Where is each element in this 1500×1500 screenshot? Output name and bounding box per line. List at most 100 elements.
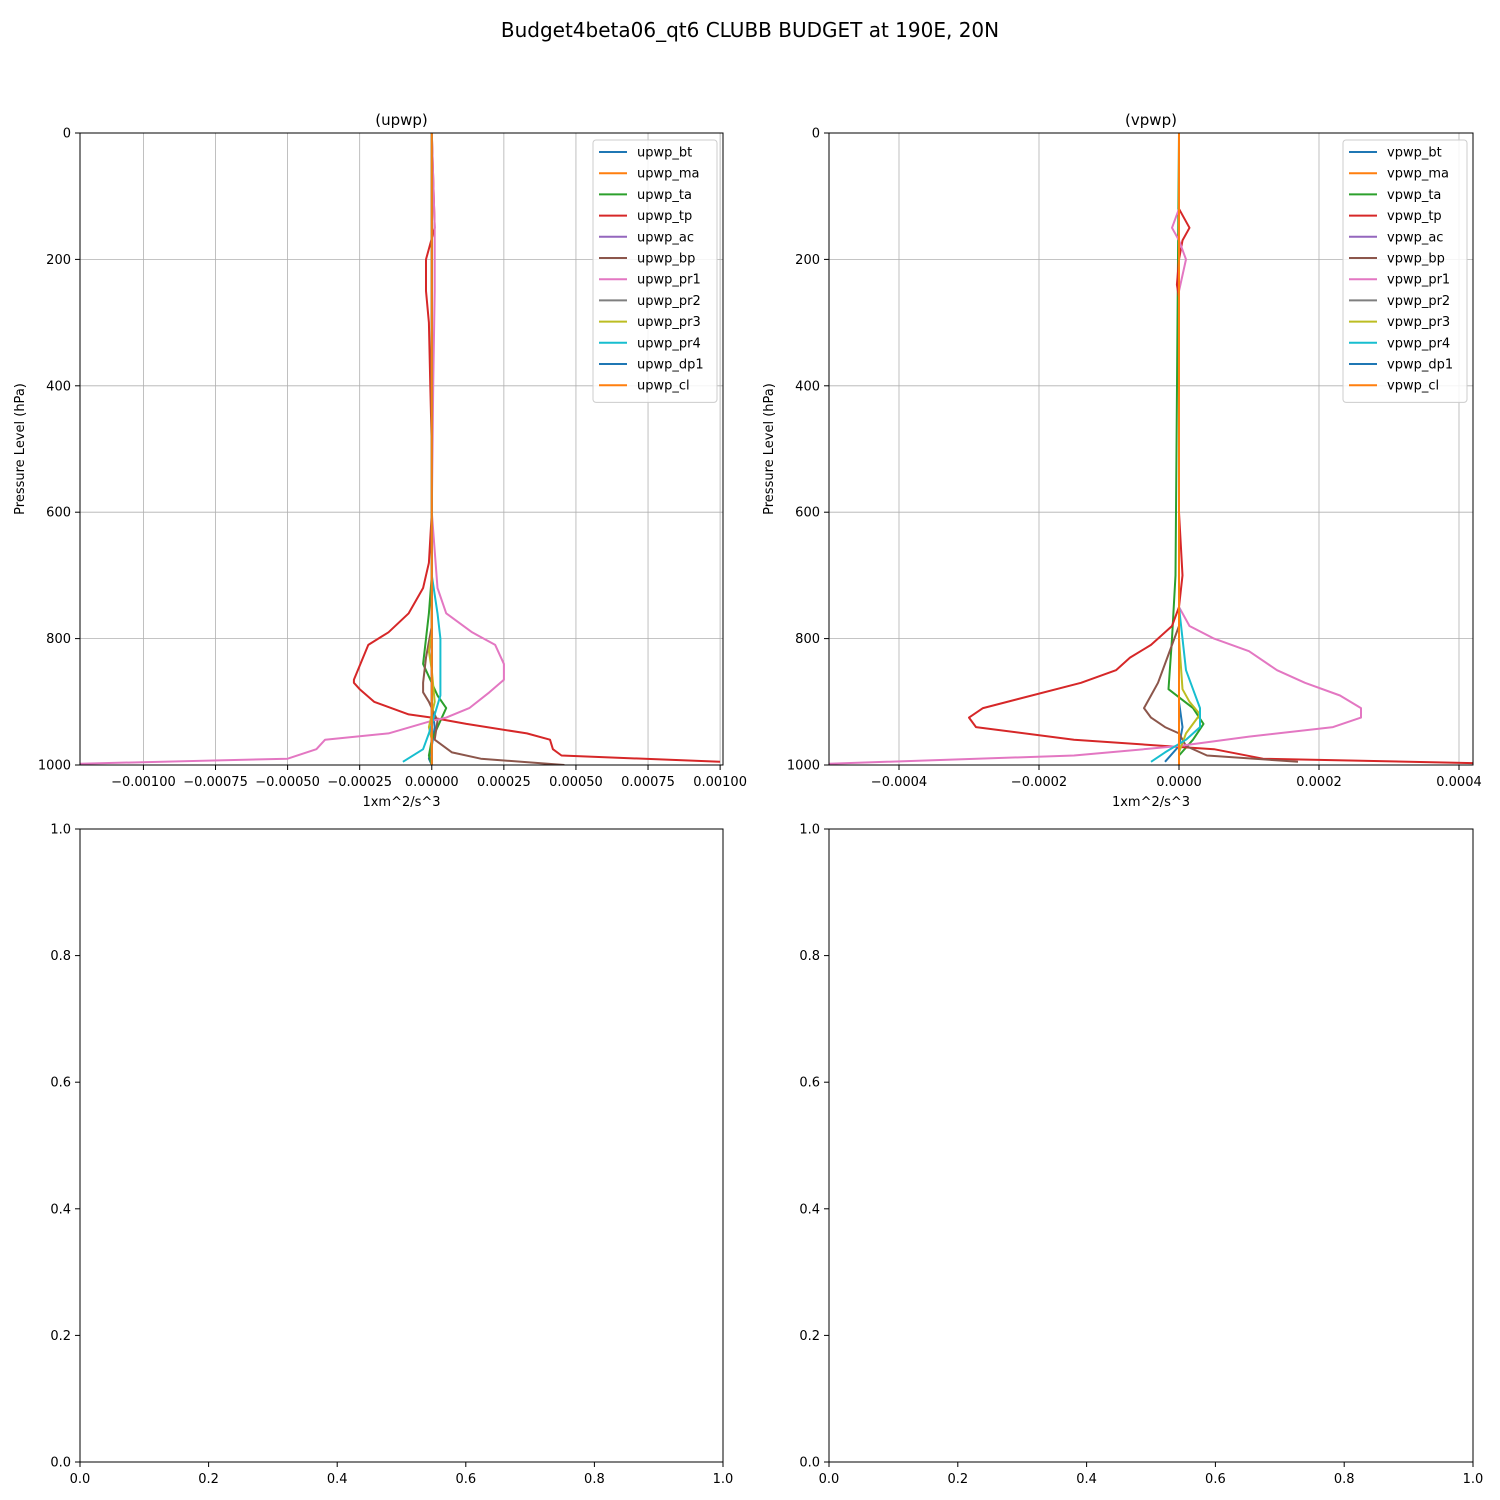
y-tick-label: 0.8 (50, 949, 71, 964)
legend-label-upwp_pr3: upwp_pr3 (637, 315, 701, 330)
x-tick-label: 0.0000 (1156, 775, 1202, 790)
series-line-vpwp_ta (1167, 133, 1205, 757)
legend: upwp_bt upwp_ma upwp_ta upwp_tp upwp_ac upwp_… (592, 139, 718, 403)
y-tick-label: 600 (795, 506, 820, 521)
series-line-upwp_pr1 (80, 133, 505, 765)
legend-label-upwp_cl: upwp_cl (637, 379, 690, 394)
panel-2: −0.0004 −0.0002 0.0000 0.0002 0.0004 0 200 400 6… (762, 111, 1482, 810)
y-tick-label: 600 (46, 506, 71, 521)
series-line-vpwp_tp (968, 133, 1473, 765)
series-group (829, 133, 1473, 765)
x-tick-label: −0.00075 (183, 775, 248, 790)
y-tick-label: 0.6 (50, 1076, 71, 1091)
y-tick-label: 400 (795, 379, 820, 394)
legend-label-vpwp_bt: vpwp_bt (1387, 146, 1442, 161)
x-axis-label: 1xm^2/s^3 (1112, 795, 1190, 810)
axes-frame (828, 828, 1474, 1463)
x-tick-label: 1.0 (1463, 1472, 1484, 1487)
x-tick-label: −0.00025 (327, 775, 392, 790)
legend-label-upwp_bp: upwp_bp (637, 252, 695, 267)
x-tick-label: 0.0004 (1436, 775, 1482, 790)
y-tick-label: 0.8 (799, 949, 820, 964)
x-tick-label: 0.8 (1334, 1472, 1355, 1487)
legend-label-upwp_bt: upwp_bt (637, 146, 692, 161)
x-tick-label: 0.6 (1205, 1472, 1226, 1487)
legend-label-vpwp_bp: vpwp_bp (1387, 252, 1445, 267)
x-tick-label: 0.00075 (621, 775, 675, 790)
x-axis-label: 1xm^2/s^3 (362, 795, 440, 810)
x-tick-label: 0.2 (947, 1472, 968, 1487)
x-tick-label: 0.2 (198, 1472, 219, 1487)
series-line-vpwp_bp (1143, 133, 1299, 763)
figure-suptitle: Budget4beta06_qt6 CLUBB BUDGET at 190E, … (501, 18, 999, 42)
x-tick-label: 0.0 (819, 1472, 840, 1487)
legend-label-upwp_dp1: upwp_dp1 (637, 358, 704, 373)
legend-label-upwp_ma: upwp_ma (637, 167, 700, 182)
y-tick-label: 800 (795, 632, 820, 647)
axes-frame (79, 828, 724, 1463)
y-axis-label: Pressure Level (hPa) (762, 383, 777, 515)
x-tick-label: 0.8 (584, 1472, 605, 1487)
x-tick-label: 0.6 (455, 1472, 476, 1487)
y-tick-label: 0.4 (50, 1202, 71, 1217)
y-tick-label: 200 (795, 253, 820, 268)
y-tick-label: 0.2 (799, 1329, 820, 1344)
legend-label-vpwp_pr1: vpwp_pr1 (1387, 273, 1450, 288)
x-tick-label: −0.0004 (871, 775, 927, 790)
y-axis-label: Pressure Level (hPa) (13, 383, 28, 515)
axes-frame (828, 132, 1474, 766)
y-tick-label: 800 (46, 632, 71, 647)
legend-label-vpwp_ta: vpwp_ta (1387, 188, 1441, 203)
legend-label-upwp_pr2: upwp_pr2 (637, 294, 701, 309)
legend-label-upwp_pr4: upwp_pr4 (637, 336, 701, 351)
legend-label-upwp_tp: upwp_tp (637, 209, 692, 224)
x-tick-label: 0.00025 (477, 775, 531, 790)
x-tick-label: 0.00050 (549, 775, 603, 790)
series-line-upwp_bp (422, 133, 565, 765)
legend-box (592, 139, 718, 403)
legend-box (1342, 139, 1468, 403)
legend: vpwp_bt vpwp_ma vpwp_ta vpwp_tp vpwp_ac vpwp_… (1342, 139, 1468, 403)
x-tick-label: 0.00000 (405, 775, 459, 790)
y-tick-label: 1000 (787, 759, 820, 774)
series-line-vpwp_pr1 (829, 133, 1362, 765)
legend-label-vpwp_tp: vpwp_tp (1387, 209, 1442, 224)
legend-label-vpwp_pr3: vpwp_pr3 (1387, 315, 1450, 330)
x-tick-label: 0.0002 (1296, 775, 1342, 790)
series-line-upwp_pr4 (402, 133, 442, 763)
y-tick-label: 0.0 (50, 1456, 71, 1471)
series-group (80, 133, 721, 765)
x-tick-label: 0.4 (1076, 1472, 1097, 1487)
x-tick-label: −0.0002 (1011, 775, 1067, 790)
legend-label-vpwp_pr4: vpwp_pr4 (1387, 336, 1450, 351)
legend-label-vpwp_cl: vpwp_cl (1387, 379, 1439, 394)
legend-label-vpwp_ac: vpwp_ac (1387, 230, 1443, 245)
legend-label-upwp_pr1: upwp_pr1 (637, 273, 701, 288)
x-tick-label: −0.00100 (111, 775, 176, 790)
series-line-vpwp_pr4 (1150, 133, 1201, 763)
x-tick-label: 1.0 (713, 1472, 734, 1487)
legend-label-upwp_ta: upwp_ta (637, 188, 692, 203)
legend-label-vpwp_dp1: vpwp_dp1 (1387, 358, 1453, 373)
legend-label-vpwp_ma: vpwp_ma (1387, 167, 1449, 182)
y-tick-label: 0.2 (50, 1329, 71, 1344)
y-tick-label: 400 (46, 379, 71, 394)
y-tick-label: 200 (46, 253, 71, 268)
x-tick-label: 0.4 (327, 1472, 348, 1487)
panel-3: 0.0 0.2 0.4 0.6 0.8 1.0 0.0 0.2 0.4 0.6 0.8 1.0 (50, 823, 733, 1488)
x-tick-label: 0.00100 (693, 775, 747, 790)
y-tick-label: 1.0 (50, 823, 71, 838)
y-tick-label: 0 (63, 127, 71, 142)
y-tick-label: 0.6 (799, 1076, 820, 1091)
y-tick-label: 0.0 (799, 1456, 820, 1471)
y-tick-label: 0 (812, 127, 820, 142)
legend-label-vpwp_pr2: vpwp_pr2 (1387, 294, 1450, 309)
panel-title: (vpwp) (1125, 111, 1177, 129)
panel-4: 0.0 0.2 0.4 0.6 0.8 1.0 0.0 0.2 0.4 0.6 0.8 1.0 (799, 823, 1483, 1488)
x-tick-label: −0.00050 (255, 775, 320, 790)
y-tick-label: 1.0 (799, 823, 820, 838)
y-tick-label: 0.4 (799, 1202, 820, 1217)
axes-frame (79, 132, 724, 766)
y-tick-label: 1000 (38, 759, 71, 774)
